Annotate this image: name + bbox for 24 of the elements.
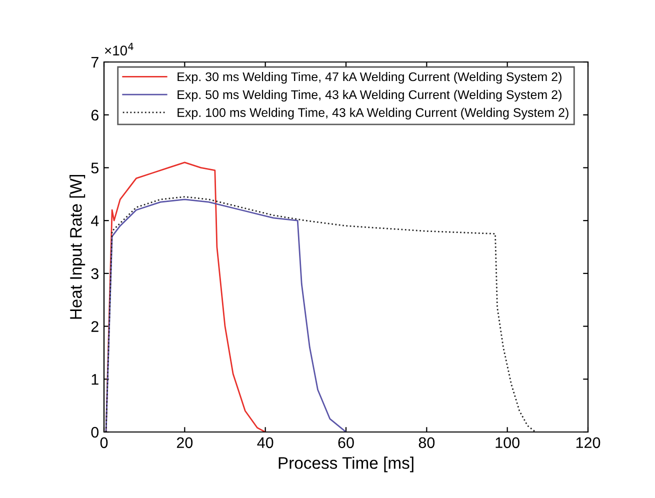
y-axis-title: Heat Input Rate [W] (70, 175, 86, 319)
y-tick-label: 0 (91, 426, 99, 438)
legend-label: Exp. 100 ms Welding Time, 43 kA Welding Current (Welding System 2) (178, 108, 568, 120)
x-tick-label: 20 (176, 437, 193, 448)
y-tick-label: 1 (92, 374, 98, 385)
y-tick-label: 6 (91, 110, 98, 121)
line-series (105, 162, 266, 432)
x-axis-title: Process Time [ms] (278, 456, 414, 472)
x-tick-label: 100 (496, 437, 520, 448)
y-tick-label: 7 (91, 57, 98, 68)
y-tick-label: 5 (91, 162, 98, 174)
y-tick-label: 4 (90, 216, 99, 226)
line-series (105, 198, 347, 432)
x-tick-label: 120 (576, 437, 600, 448)
x-tick-label: 60 (338, 437, 354, 448)
legend-label: Exp. 30 ms Welding Time, 47 kA Welding Current (Welding System 2) (178, 72, 562, 84)
line-series (105, 196, 536, 432)
x-tick-label: 80 (418, 437, 435, 448)
x-tick-label: 0 (100, 437, 108, 448)
y-tick-label: 2 (91, 321, 98, 332)
legend-label: Exp. 50 ms Welding Time, 43 kA Welding Current (Welding System 2) (178, 90, 562, 102)
y-tick-label: 3 (91, 268, 98, 280)
x-tick-label: 40 (257, 437, 274, 448)
text: ×10$^{4}$ (104, 42, 134, 56)
